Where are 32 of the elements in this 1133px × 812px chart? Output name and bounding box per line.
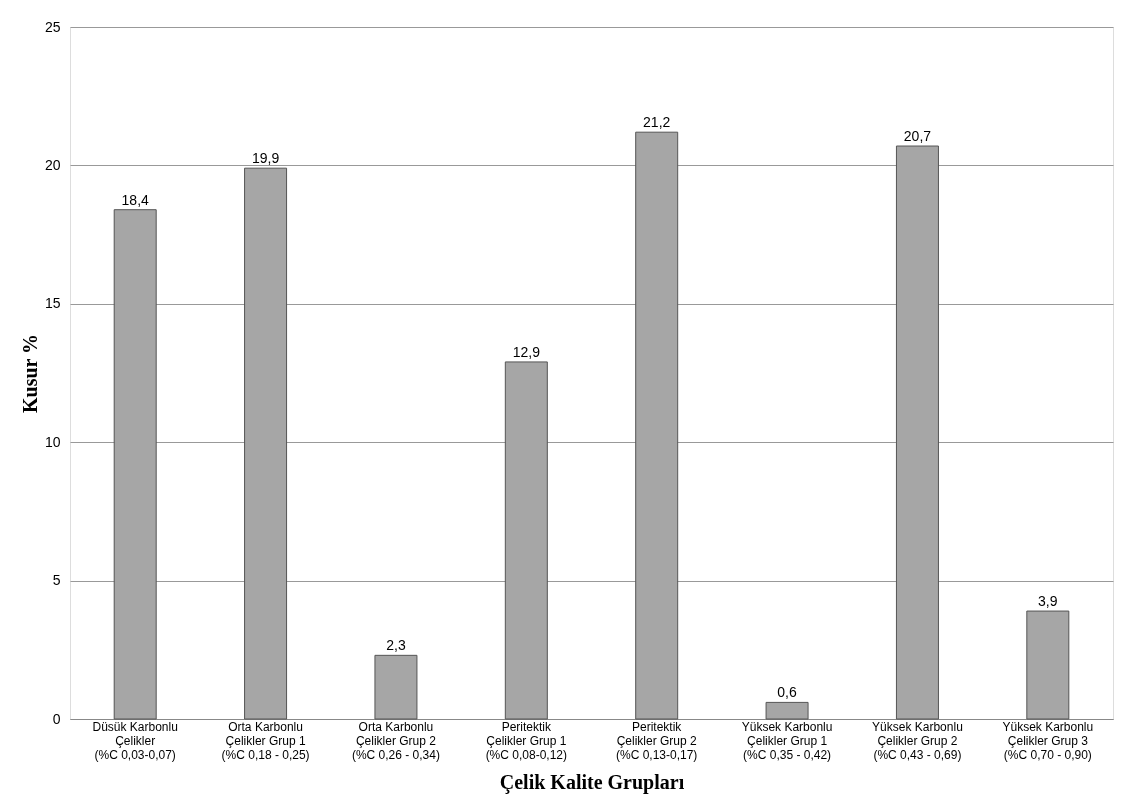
bar bbox=[1026, 610, 1070, 720]
x-tick-label: Peritektik Çelikler Grup 1 (%C 0,08-0,12) bbox=[485, 719, 567, 762]
data-label: 18,4 bbox=[121, 191, 150, 208]
x-tick-label: Düsük Karbonlu Çelikler (%C 0,03-0,07) bbox=[92, 719, 178, 762]
x-tick-label: Yüksek Karbonlu Çelikler Grup 1 (%C 0,35 - 0,42) bbox=[741, 719, 833, 762]
bar bbox=[765, 701, 809, 720]
data-label: 19,9 bbox=[251, 150, 280, 167]
data-label: 20,7 bbox=[903, 128, 932, 145]
x-tick-label: Orta Karbonlu Çelikler Grup 1 (%C 0,18 - 0,25) bbox=[221, 719, 310, 762]
y-tick-label: 15 bbox=[44, 295, 61, 312]
bar bbox=[895, 145, 939, 720]
x-tick-label: Orta Karbonlu Çelikler Grup 2 (%C 0,26 - 0,34) bbox=[351, 719, 440, 762]
y-tick-label: 5 bbox=[52, 572, 61, 589]
bar bbox=[113, 209, 157, 720]
y-tick-label: 20 bbox=[44, 156, 61, 173]
x-axis-title: Çelik Kalite Grupları bbox=[499, 770, 685, 794]
x-tick-label: Yüksek Karbonlu Çelikler Grup 2 (%C 0,43 - 0,69) bbox=[872, 719, 963, 762]
x-tick-label: Peritektik Çelikler Grup 2 (%C 0,13-0,17) bbox=[616, 719, 698, 762]
data-label: 2,3 bbox=[386, 637, 406, 654]
data-label: 12,9 bbox=[512, 343, 541, 360]
data-label: 21,2 bbox=[643, 114, 671, 131]
bar bbox=[635, 131, 679, 720]
bar bbox=[244, 167, 288, 720]
data-label: 0,6 bbox=[777, 684, 797, 701]
y-tick-label: 25 bbox=[44, 18, 61, 35]
data-label: 3,9 bbox=[1038, 593, 1058, 610]
x-tick-label: Yüksek Karbonlu Çelikler Grup 3 (%C 0,70 - 0,90) bbox=[1002, 719, 1094, 762]
bar bbox=[374, 654, 418, 720]
y-tick-label: 10 bbox=[44, 433, 61, 450]
y-axis-title: Kusur % bbox=[18, 333, 41, 414]
bar bbox=[504, 361, 548, 720]
y-tick-label: 0 bbox=[52, 710, 61, 727]
